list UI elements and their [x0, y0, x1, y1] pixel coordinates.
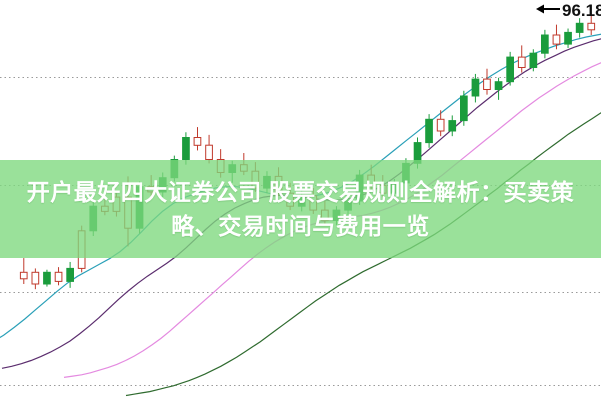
candle-body: [182, 137, 190, 160]
candlestick: [483, 68, 491, 95]
candle-body: [587, 22, 596, 31]
candlestick: [529, 49, 538, 72]
candlestick: [541, 29, 549, 59]
candle-body: [31, 271, 40, 285]
candle-body: [541, 34, 549, 54]
candle-body: [43, 271, 51, 285]
candlestick: [66, 261, 75, 288]
candle-body: [564, 31, 572, 45]
candlestick: [460, 90, 468, 126]
candlestick: [448, 115, 457, 137]
candle-body: [506, 56, 514, 83]
candle-body: [460, 95, 468, 122]
candle-body: [529, 52, 538, 69]
candlestick: [205, 134, 213, 164]
candlestick: [517, 45, 526, 73]
candlestick: [193, 127, 202, 151]
candle-body: [54, 271, 63, 282]
candlestick: [31, 268, 40, 290]
annotation-arrow-head: [536, 4, 544, 14]
candlestick: [19, 258, 28, 284]
candle-body: [425, 118, 433, 144]
candle-body: [471, 78, 480, 97]
candle-body: [436, 118, 445, 132]
candlestick: [182, 132, 190, 165]
banner-title-text: 开户最好四大证券公司 股票交易规则全解析：买卖策略、交易时间与费用一览: [26, 179, 575, 239]
title-overlay-banner: 开户最好四大证券公司 股票交易规则全解析：买卖策略、交易时间与费用一览: [0, 160, 601, 258]
candle-body: [19, 271, 28, 280]
candle-body: [448, 120, 457, 132]
candle-body: [483, 78, 491, 90]
candlestick: [425, 114, 433, 148]
candlestick: [506, 51, 514, 86]
candle-body: [66, 267, 75, 282]
candlestick: [494, 77, 503, 100]
price-annotation-label: 96.18: [562, 1, 601, 20]
candle-body: [517, 56, 526, 68]
candlestick: [43, 269, 51, 287]
candle-body: [193, 137, 202, 146]
candlestick: [471, 73, 480, 103]
candlestick: [54, 267, 63, 286]
candlestick: [552, 24, 561, 50]
candle-body: [205, 144, 213, 160]
candlestick: [575, 18, 584, 38]
price-annotation-arrow: [536, 4, 560, 14]
candle-body: [494, 81, 503, 90]
candlestick: [564, 28, 572, 48]
candlestick: [436, 110, 445, 137]
candle-body: [575, 22, 584, 33]
candlestick: [587, 12, 596, 36]
candle-body: [552, 34, 561, 45]
